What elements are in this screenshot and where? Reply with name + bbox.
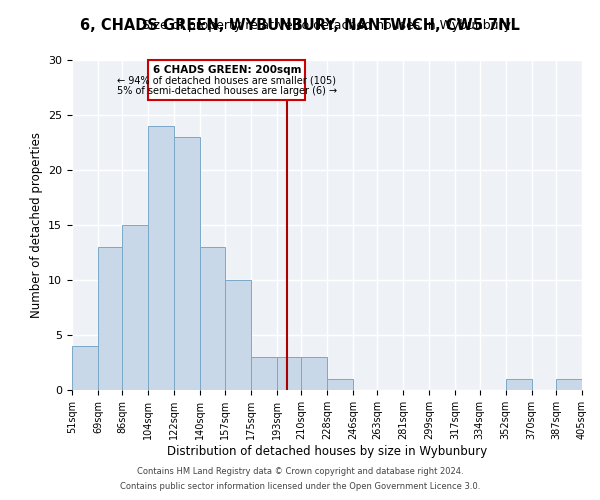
X-axis label: Distribution of detached houses by size in Wybunbury: Distribution of detached houses by size … bbox=[167, 444, 487, 458]
Bar bbox=[225, 280, 251, 390]
Bar bbox=[327, 379, 353, 390]
Text: Contains HM Land Registry data © Crown copyright and database right 2024.: Contains HM Land Registry data © Crown c… bbox=[137, 467, 463, 476]
Bar bbox=[251, 357, 277, 390]
Text: Contains public sector information licensed under the Open Government Licence 3.: Contains public sector information licen… bbox=[120, 482, 480, 491]
Bar bbox=[200, 247, 225, 390]
Text: 6, CHADS GREEN, WYBUNBURY, NANTWICH, CW5 7NL: 6, CHADS GREEN, WYBUNBURY, NANTWICH, CW5… bbox=[80, 18, 520, 32]
Bar bbox=[556, 379, 582, 390]
Bar bbox=[277, 357, 301, 390]
Y-axis label: Number of detached properties: Number of detached properties bbox=[29, 132, 43, 318]
Bar bbox=[72, 346, 98, 390]
Bar bbox=[148, 60, 305, 100]
Text: 5% of semi-detached houses are larger (6) →: 5% of semi-detached houses are larger (6… bbox=[117, 86, 337, 96]
Bar bbox=[98, 247, 122, 390]
Text: 6 CHADS GREEN: 200sqm: 6 CHADS GREEN: 200sqm bbox=[152, 65, 301, 75]
Bar bbox=[301, 357, 327, 390]
Bar bbox=[174, 137, 200, 390]
Bar bbox=[506, 379, 532, 390]
Title: Size of property relative to detached houses in Wybunbury: Size of property relative to detached ho… bbox=[143, 20, 511, 32]
Text: ← 94% of detached houses are smaller (105): ← 94% of detached houses are smaller (10… bbox=[118, 76, 337, 86]
Bar bbox=[148, 126, 174, 390]
Bar bbox=[122, 225, 148, 390]
